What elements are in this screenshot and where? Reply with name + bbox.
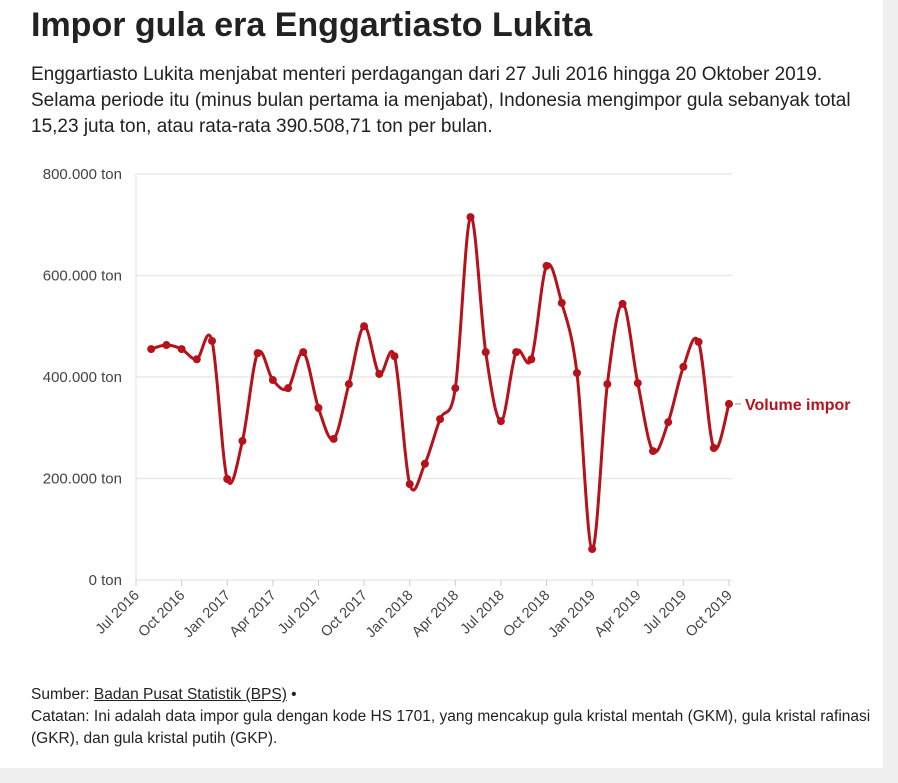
data-point <box>344 380 353 389</box>
y-tick-label: 0 ton <box>89 572 122 589</box>
data-point <box>299 348 308 357</box>
data-point <box>466 213 475 222</box>
data-point <box>329 434 338 443</box>
y-tick-label: 800.000 ton <box>43 166 122 183</box>
source-label: Sumber: <box>31 686 94 703</box>
source-link[interactable]: Badan Pusat Statistik (BPS) <box>93 686 287 703</box>
data-point <box>360 322 369 331</box>
x-tick-label: Oct 2016 <box>136 588 189 641</box>
data-point <box>648 447 657 456</box>
y-tick-label: 200.000 ton <box>43 471 122 488</box>
data-point <box>451 384 460 393</box>
data-point <box>375 369 384 378</box>
line-chart: 0 ton 200.000 ton 400.000 ton 600.000 ton 80… <box>43 166 851 642</box>
data-point <box>481 348 490 357</box>
data-point <box>694 337 703 346</box>
series-label: Volume impor <box>745 397 851 414</box>
y-tick-label: 600.000 ton <box>43 268 122 285</box>
data-point <box>208 336 217 345</box>
x-tick-label: Apr 2017 <box>227 588 280 641</box>
data-point <box>527 355 536 364</box>
x-tick-label: Oct 2018 <box>500 588 553 641</box>
y-tick-label: 400.000 ton <box>43 369 122 386</box>
data-point <box>147 345 156 354</box>
data-point <box>603 380 612 389</box>
series-line <box>150 215 731 551</box>
data-point <box>709 444 718 453</box>
x-tick-label: Apr 2019 <box>592 588 645 641</box>
chart-card: Impor gula era Enggartiasto Lukita Engga… <box>0 0 883 768</box>
data-point <box>223 475 232 484</box>
x-tick-label: Jan 2017 <box>181 588 235 642</box>
data-point <box>268 376 277 385</box>
data-point <box>314 403 323 412</box>
data-point <box>177 345 186 354</box>
data-point <box>679 362 688 371</box>
data-point <box>725 399 733 408</box>
data-point <box>572 368 581 377</box>
x-tick-label: Apr 2018 <box>409 588 462 641</box>
source-separator: • <box>286 686 297 703</box>
data-point <box>420 459 429 468</box>
description: Enggartiasto Lukita menjabat menteri per… <box>31 64 851 137</box>
data-point <box>253 349 262 358</box>
data-point <box>512 348 521 357</box>
x-tick-label: Oct 2017 <box>318 588 371 641</box>
data-point <box>557 298 566 307</box>
data-point <box>390 352 399 361</box>
data-point <box>284 384 293 393</box>
note: Catatan: Ini adalah data impor gula deng… <box>31 708 871 747</box>
x-tick-label: Jan 2019 <box>545 588 599 642</box>
data-point <box>542 261 551 270</box>
data-point <box>405 480 414 489</box>
page-title: Impor gula era Enggartiasto Lukita <box>31 6 593 44</box>
data-point <box>496 417 505 426</box>
data-point <box>436 415 445 424</box>
data-point <box>618 299 627 308</box>
data-point <box>588 545 597 554</box>
data-point <box>192 355 201 364</box>
x-tick-label: Oct 2019 <box>683 588 736 641</box>
footer: Sumber: Badan Pusat Statistik (BPS) • Ca… <box>31 684 871 750</box>
data-point <box>664 418 673 427</box>
data-point <box>633 379 642 388</box>
data-point <box>238 436 247 445</box>
x-tick-label: Jan 2018 <box>363 588 417 642</box>
data-point <box>162 341 171 350</box>
